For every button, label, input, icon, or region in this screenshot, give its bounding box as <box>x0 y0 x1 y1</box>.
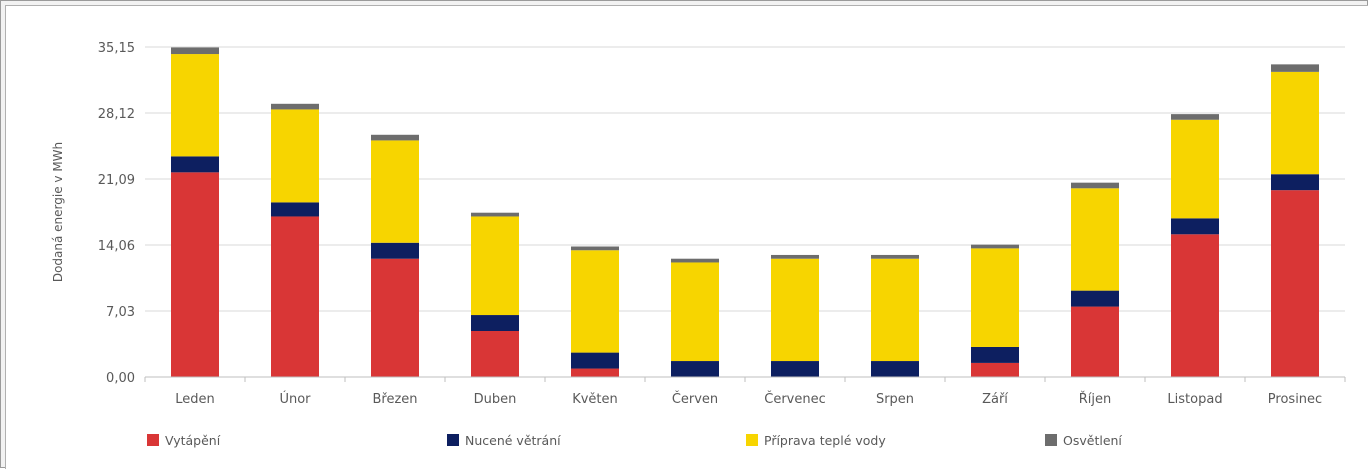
legend-swatch <box>1045 434 1057 446</box>
bar-segment <box>271 216 319 377</box>
bar-segment <box>971 362 1019 377</box>
bar-segment <box>1071 188 1119 291</box>
bar-segment <box>171 156 219 173</box>
bar-segment <box>1171 218 1219 235</box>
x-tick-label: Prosinec <box>1268 392 1322 407</box>
x-tick-label: Březen <box>372 392 417 407</box>
x-axis <box>144 376 1346 382</box>
legend-label: Nucené větrání <box>465 433 561 448</box>
legend-label: Vytápění <box>165 433 221 448</box>
y-axis-label: Dodaná energie v MWh <box>51 142 65 282</box>
bar-segment <box>1171 114 1219 120</box>
bar-segment <box>571 368 619 377</box>
x-tick-label: Říjen <box>1079 391 1112 407</box>
bar-segment <box>671 262 719 362</box>
bar-segment <box>371 242 419 259</box>
bar-segment <box>671 361 719 377</box>
x-tick-label: Květen <box>572 392 618 407</box>
gridlines <box>145 46 1345 312</box>
x-tick-label: Červenec <box>764 391 826 407</box>
bar-segment <box>271 109 319 203</box>
bar-segment <box>871 361 919 377</box>
bar-segment <box>571 250 619 353</box>
legend-label: Osvětlení <box>1063 433 1122 448</box>
bar-segment <box>1071 182 1119 189</box>
bar-segment <box>1171 119 1219 219</box>
bar-segment <box>1271 64 1319 72</box>
bar-segment <box>171 172 219 377</box>
y-tick-label: 0,00 <box>106 371 135 386</box>
bar-segment <box>571 246 619 251</box>
bar-segment <box>1071 290 1119 307</box>
x-tick-label: Červen <box>672 391 718 407</box>
x-tick-label: Leden <box>175 392 215 407</box>
bar-segment <box>171 47 219 55</box>
bar-segment <box>971 244 1019 249</box>
bar-segment <box>871 254 919 259</box>
legend-swatch <box>746 434 758 446</box>
y-tick-label: 21,09 <box>98 173 135 188</box>
bar-segment <box>471 216 519 316</box>
y-axis-ticks: 0,00 7,03 14,06 21,09 28,12 35,15 <box>98 41 135 386</box>
y-tick-label: 35,15 <box>98 41 135 56</box>
bars <box>171 47 1319 377</box>
bar-segment <box>471 212 519 217</box>
bar-segment <box>471 330 519 377</box>
x-tick-label: Září <box>982 392 1008 407</box>
legend-swatch <box>147 434 159 446</box>
bar-segment <box>371 140 419 243</box>
y-tick-label: 28,12 <box>98 107 135 122</box>
bar-segment <box>671 258 719 263</box>
x-tick-label: Únor <box>279 391 311 407</box>
bar-segment <box>471 315 519 331</box>
bar-segment <box>271 202 319 217</box>
bar-segment <box>1271 190 1319 377</box>
x-tick-label: Duben <box>474 392 517 407</box>
bar-segment <box>1071 306 1119 377</box>
legend-label: Příprava teplé vody <box>764 433 886 448</box>
bar-segment <box>771 361 819 377</box>
legend: Vytápění Nucené větrání Příprava teplé vod… <box>147 433 1122 448</box>
chart-panel <box>5 5 1368 469</box>
bar-segment <box>971 248 1019 347</box>
bar-segment <box>271 103 319 110</box>
y-tick-label: 14,06 <box>98 239 135 254</box>
y-tick-label: 7,03 <box>106 305 135 320</box>
bar-segment <box>771 258 819 362</box>
bar-segment <box>771 254 819 259</box>
bar-segment <box>1271 71 1319 175</box>
bar-segment <box>971 346 1019 363</box>
bar-segment <box>371 258 419 377</box>
bar-segment <box>371 134 419 141</box>
x-axis-ticks: Leden Únor Březen Duben Květen Červen Červenec… <box>175 391 1322 407</box>
x-tick-label: Listopad <box>1167 392 1222 407</box>
bar-segment <box>1171 234 1219 377</box>
bar-segment <box>1271 174 1319 191</box>
bar-segment <box>171 54 219 157</box>
bar-segment <box>871 258 919 362</box>
x-tick-label: Srpen <box>876 392 914 407</box>
legend-swatch <box>447 434 459 446</box>
bar-segment <box>571 352 619 369</box>
